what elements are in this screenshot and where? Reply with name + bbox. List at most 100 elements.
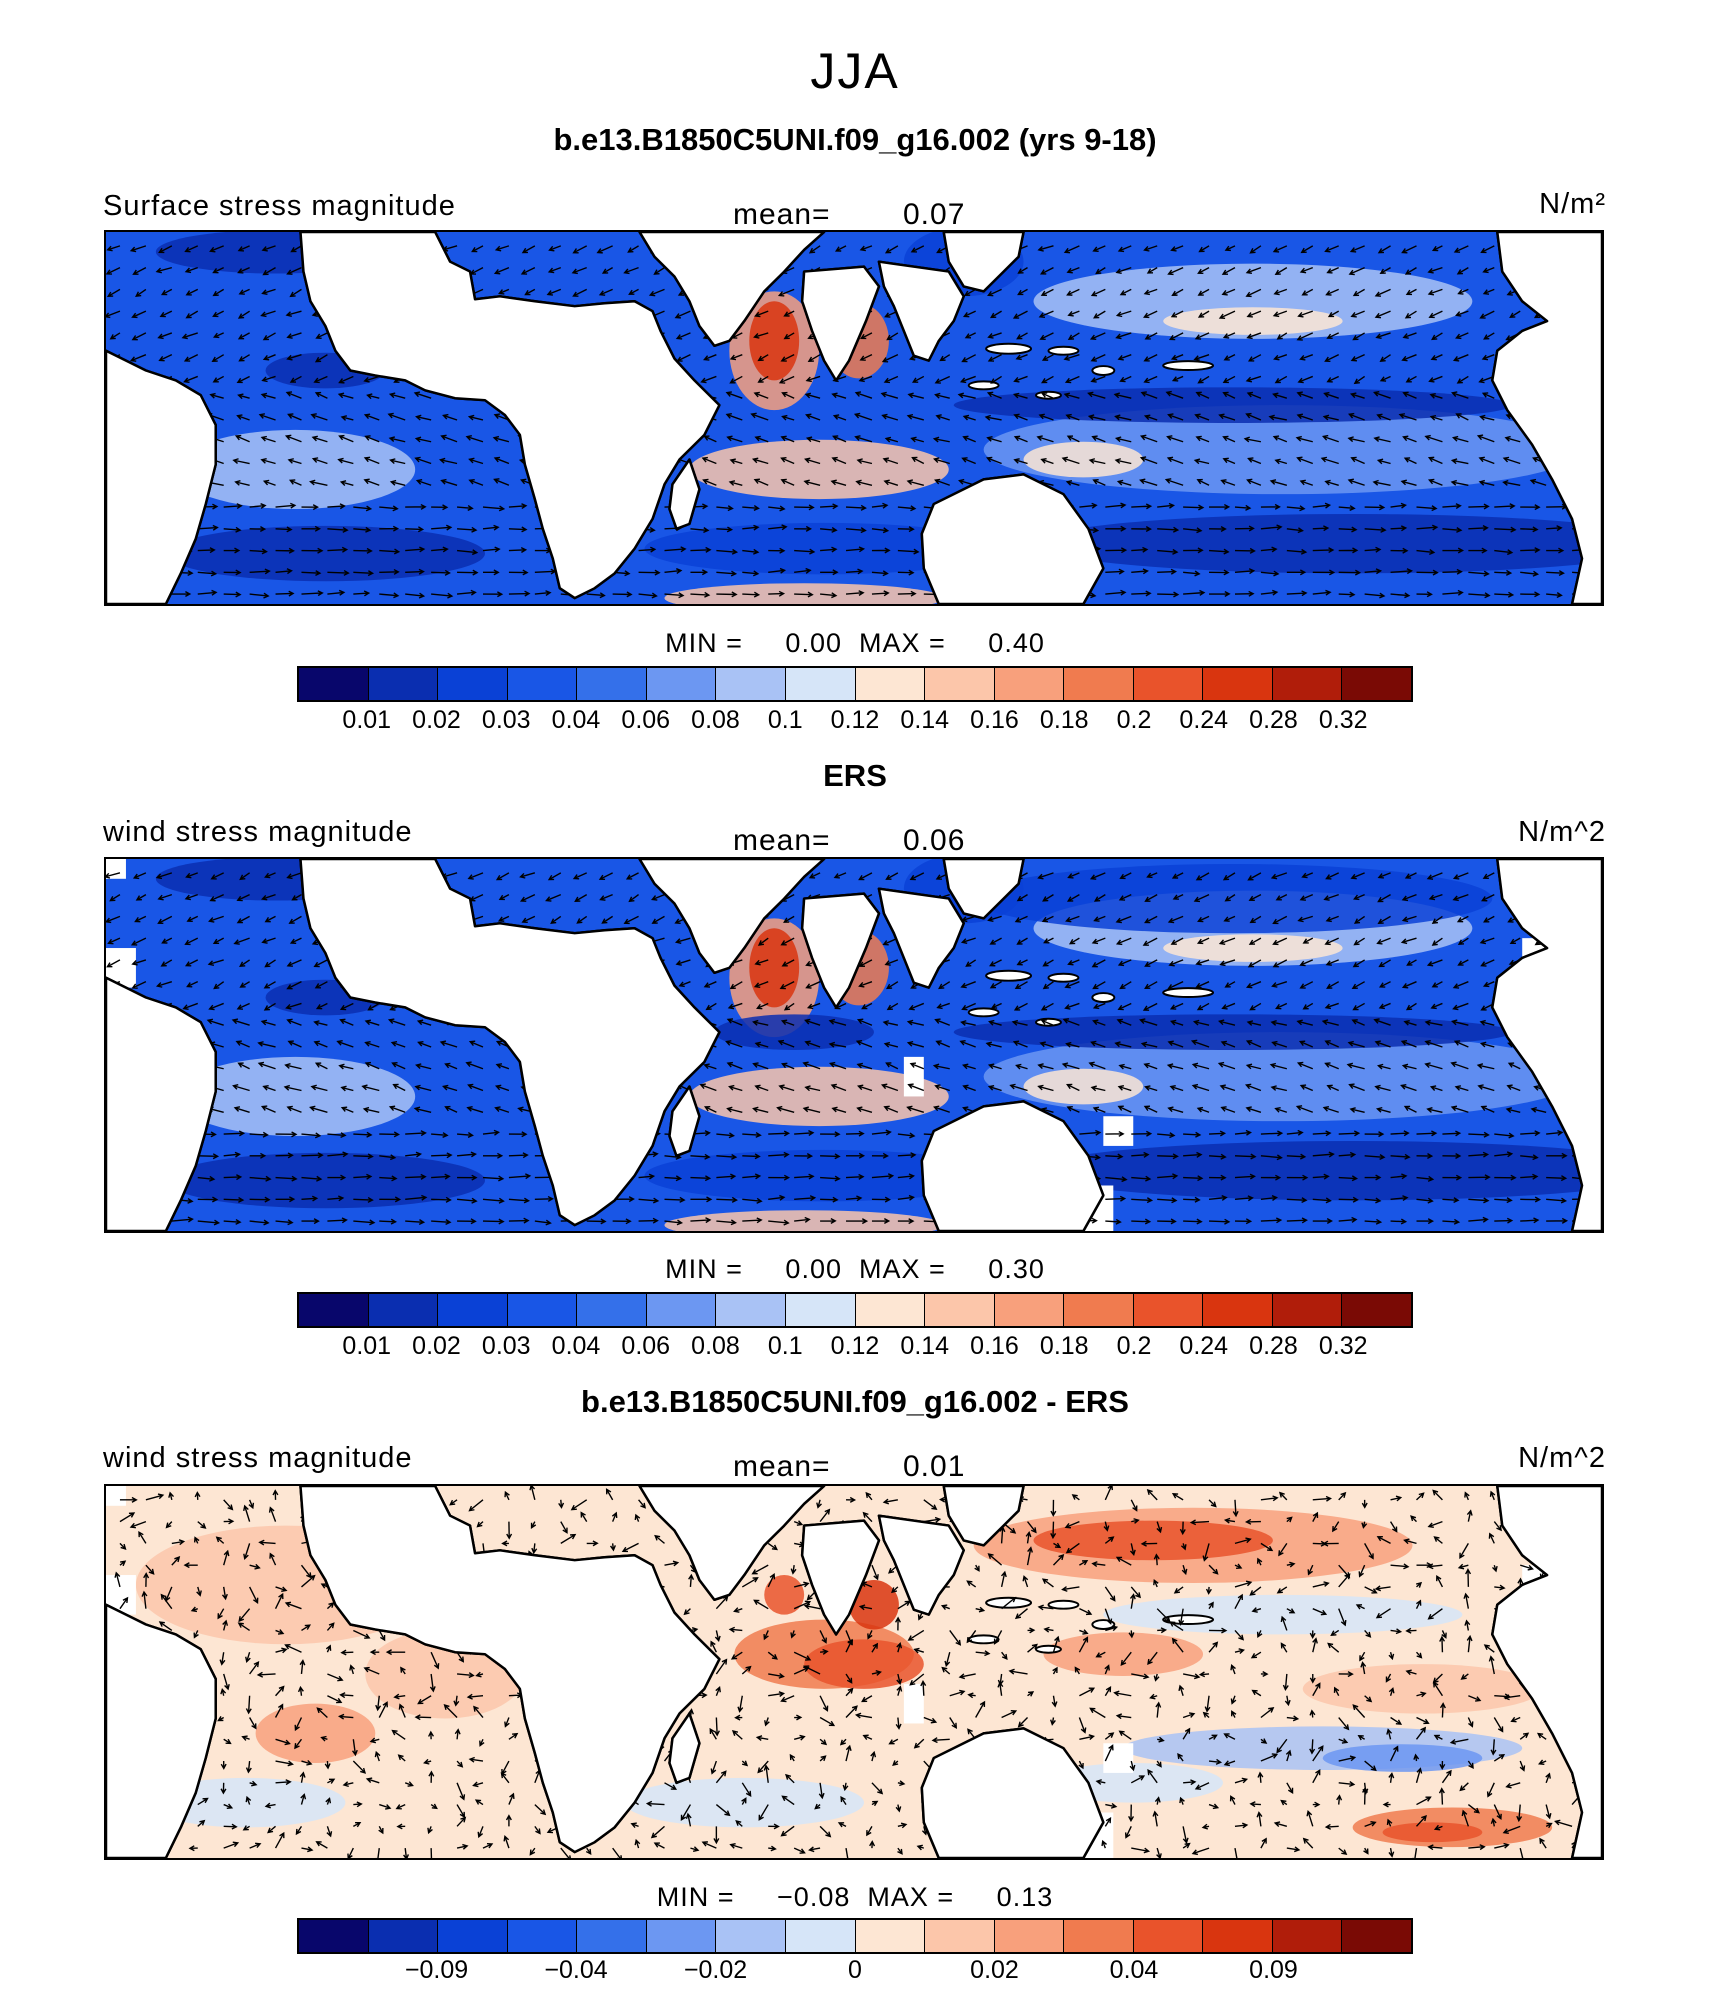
- wind-vector: [1037, 245, 1054, 252]
- wind-vector: [1234, 1822, 1249, 1829]
- missing-data: [106, 1486, 126, 1506]
- wind-vector: [1480, 1105, 1495, 1113]
- wind-vector: [741, 1797, 747, 1805]
- wind-vector: [780, 1019, 795, 1026]
- wind-vector: [1064, 1002, 1080, 1010]
- wind-vector: [1246, 478, 1262, 486]
- wind-vector: [159, 310, 173, 318]
- wind-vector: [223, 503, 243, 510]
- colorbar-swatch: [507, 1294, 578, 1326]
- wind-vector: [1326, 1084, 1339, 1092]
- land: [942, 1486, 1025, 1547]
- wind-vector: [570, 1499, 588, 1511]
- wind-vector: [1234, 1648, 1245, 1655]
- wind-vector: [1545, 1804, 1552, 1820]
- wind-vector: [1347, 436, 1365, 443]
- wind-vector: [364, 435, 380, 443]
- wind-vector: [1260, 1495, 1279, 1502]
- wind-vector: [456, 549, 479, 556]
- wind-vector: [742, 591, 761, 598]
- wind-vector: [1193, 458, 1210, 465]
- wind-vector: [119, 1560, 127, 1567]
- wind-vector: [301, 1132, 322, 1139]
- wind-vector: [993, 1630, 1003, 1645]
- wind-vector: [1451, 391, 1469, 399]
- wind-vector: [397, 1754, 406, 1762]
- colorbar-tick-label: 0.04: [551, 706, 601, 734]
- wind-vector: [1427, 1608, 1443, 1620]
- wind-vector: [287, 413, 302, 421]
- wind-vector: [1296, 391, 1314, 399]
- wind-vector: [405, 568, 425, 575]
- wind-vector: [289, 375, 302, 383]
- wind-vector: [1179, 1796, 1185, 1805]
- wind-vector: [1324, 479, 1339, 486]
- colorbar-obs: [297, 1292, 1413, 1328]
- wind-vector: [1167, 981, 1184, 990]
- wind-vector: [475, 1671, 484, 1678]
- wind-vector: [1426, 959, 1443, 967]
- wind-vector: [572, 245, 588, 254]
- wind-vector: [534, 1804, 547, 1816]
- wind-vector: [831, 392, 847, 399]
- wind-vector: [1479, 937, 1495, 945]
- wind-vector: [405, 1151, 423, 1158]
- wind-vector: [716, 570, 738, 577]
- colorbar-swatch: [577, 668, 647, 700]
- wind-vector: [907, 1083, 925, 1092]
- wind-vector: [1116, 1018, 1132, 1026]
- wind-vector: [1429, 1085, 1443, 1092]
- wind-vector: [1041, 915, 1054, 923]
- contour-region: [1163, 934, 1343, 962]
- wind-vector: [909, 1673, 925, 1686]
- wind-vector: [1104, 1732, 1115, 1740]
- wind-vector: [987, 288, 1002, 297]
- wind-vector: [495, 1063, 510, 1070]
- wind-vector: [1494, 1132, 1515, 1139]
- wind-vector: [197, 1819, 206, 1827]
- wind-vector: [1251, 1689, 1262, 1697]
- wind-vector: [1324, 937, 1339, 946]
- wind-vector: [820, 1131, 841, 1138]
- wind-vector: [1286, 1561, 1296, 1568]
- wind-vector: [1209, 569, 1230, 576]
- wind-vector: [856, 1018, 873, 1026]
- wind-vector: [414, 1084, 432, 1092]
- wind-vector: [1286, 1197, 1308, 1204]
- wind-vector: [431, 1196, 452, 1203]
- wind-vector: [1171, 1493, 1184, 1501]
- wind-vector: [735, 1820, 743, 1827]
- wind-vector: [960, 981, 976, 989]
- wind-vector: [256, 1671, 276, 1678]
- wind-vector: [713, 1826, 720, 1845]
- wind-vector: [1400, 1083, 1417, 1092]
- wind-vector: [1246, 332, 1262, 340]
- wind-vector: [1404, 310, 1417, 319]
- wind-vector: [1222, 457, 1236, 465]
- island: [1047, 972, 1080, 983]
- wind-vector: [1183, 504, 1205, 511]
- wind-vector: [729, 354, 743, 361]
- wind-vector: [1519, 1847, 1524, 1858]
- wind-vector: [468, 1756, 484, 1763]
- wind-vector: [871, 1152, 889, 1159]
- wind-vector: [1202, 1711, 1210, 1719]
- colorbar-ticks-model: 0.01 0.02 0.03 0.04 0.06 0.08 0.1 0.12 0.14 0.16 0…: [297, 706, 1413, 736]
- wind-vector: [1208, 1564, 1219, 1575]
- wind-vector: [934, 375, 951, 384]
- colorbar-tick-label: 0.02: [970, 1956, 1019, 1984]
- wind-vector: [678, 981, 691, 988]
- wind-vector: [1390, 1153, 1411, 1160]
- wind-vector: [171, 1216, 194, 1223]
- wind-vector: [443, 1704, 458, 1718]
- wind-vector: [1131, 1197, 1154, 1204]
- wind-vector: [1051, 1695, 1058, 1708]
- wind-vector: [664, 1175, 683, 1182]
- wind-vector: [831, 456, 847, 465]
- land: [299, 859, 721, 1227]
- colorbar-swatch: [299, 1920, 369, 1952]
- colorbar-tick-label: 0.08: [691, 706, 740, 734]
- wind-vector: [1104, 1608, 1113, 1625]
- wind-vector: [1243, 436, 1262, 443]
- wind-vector: [1451, 435, 1469, 443]
